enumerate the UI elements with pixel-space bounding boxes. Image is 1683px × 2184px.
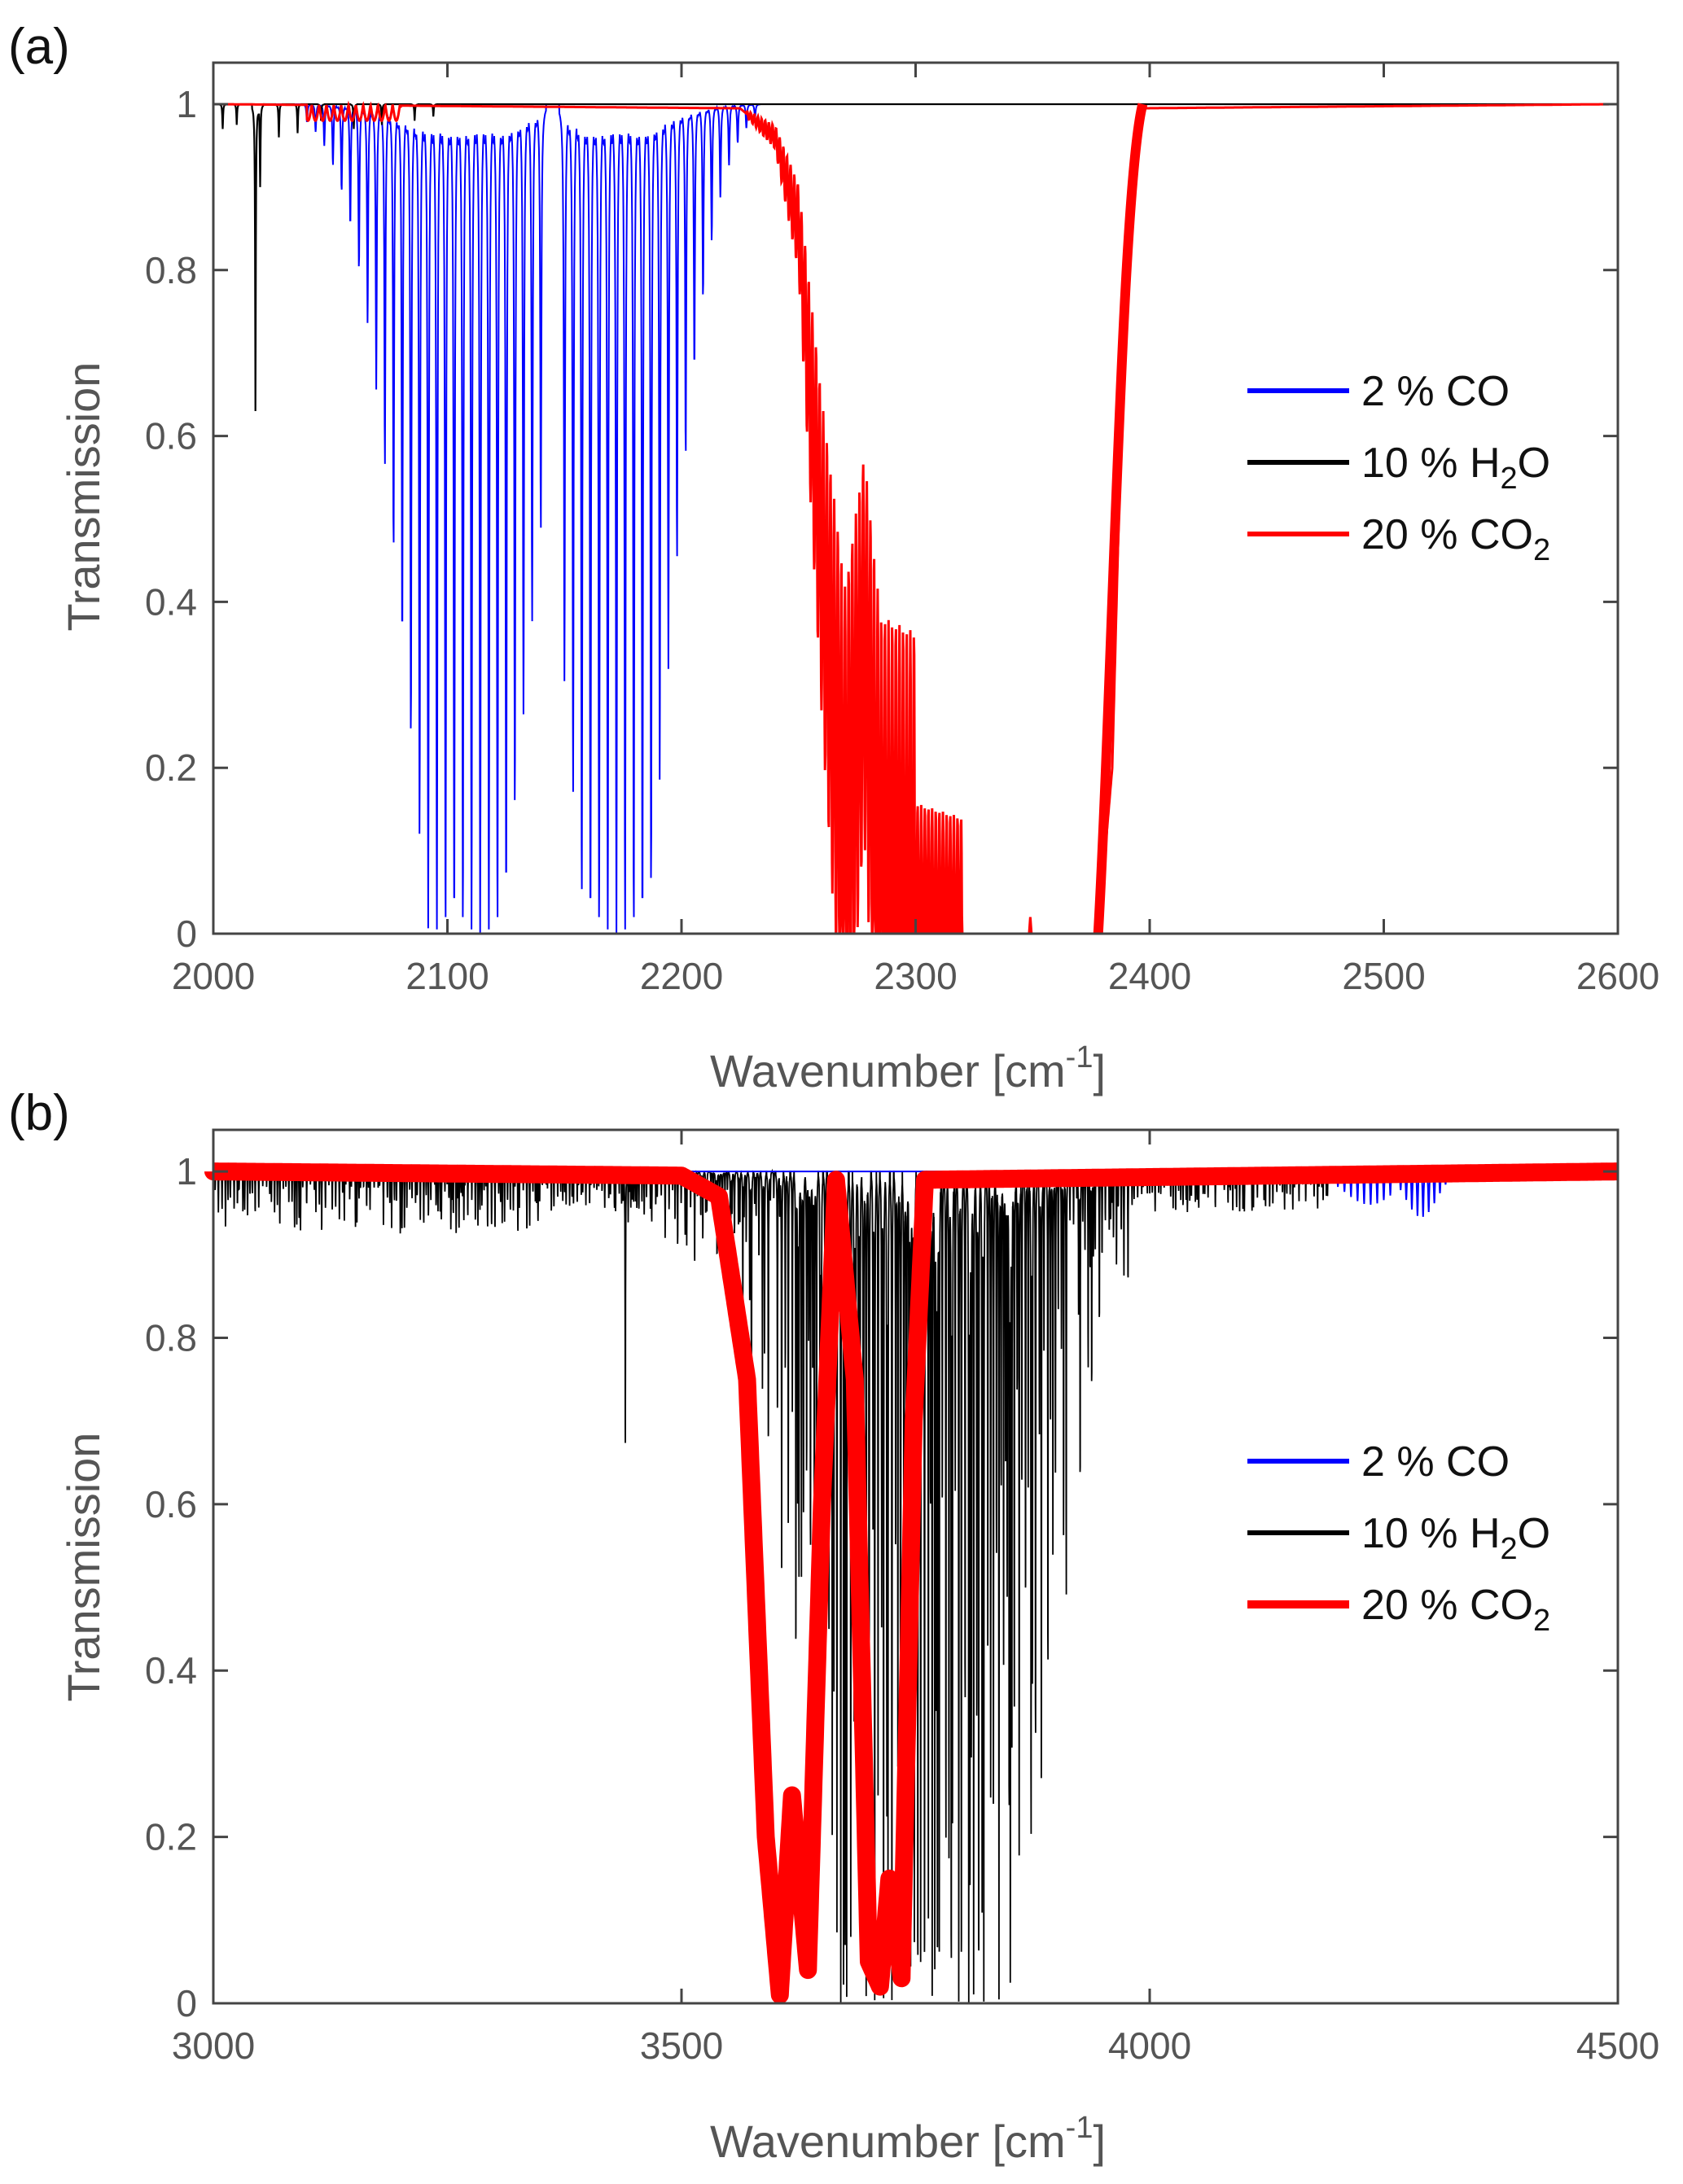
x-tick-label: 4500: [1576, 2024, 1659, 2067]
series-co2-spike: [1028, 917, 1033, 934]
panel-b-chart: (b) 3000 3500 4000 4500 0 0.2 0.4 0.6 0.8 1 Wave…: [8, 1085, 1659, 2167]
legend-b-h2o-label: 10 % H2O: [1361, 1510, 1550, 1566]
y-tick-label: 1: [176, 83, 197, 125]
panel-b-x-tick-labels: 3000 3500 4000 4500: [172, 2024, 1659, 2067]
x-tick-label: 2400: [1108, 955, 1191, 997]
y-tick-label: 0.4: [145, 580, 197, 623]
legend-a-co2-label: 20 % CO2: [1361, 511, 1550, 567]
series-co2-edge: [1093, 103, 1148, 934]
y-tick-label: 0: [176, 913, 197, 955]
panel-a-y-tick-labels: 0 0.2 0.4 0.6 0.8 1: [145, 83, 197, 955]
panel-b-y-tick-labels: 0 0.2 0.4 0.6 0.8 1: [145, 1150, 197, 2024]
y-tick-label: 0.2: [145, 1816, 197, 1858]
series-h2o-line: [213, 103, 1618, 412]
panel-a-y-axis-title: Transmission: [58, 362, 109, 632]
x-tick-label: 2000: [172, 955, 255, 997]
panel-a-chart: (a) 2000 2100 2200 2300 2400 2500 2600 0 0.2 0.4…: [8, 19, 1659, 1096]
y-tick-label: 0.6: [145, 415, 197, 457]
legend-a-co-label: 2 % CO: [1361, 368, 1510, 415]
panel-b-x-axis-title: Wavenumber [cm-1]: [710, 2111, 1106, 2167]
x-tick-label: 2300: [874, 955, 957, 997]
legend-a-h2o-label: 10 % H2O: [1361, 440, 1550, 496]
series-co2-outline: [213, 1170, 1618, 1995]
panel-a-label: (a): [8, 19, 70, 75]
x-tick-label: 3000: [172, 2024, 255, 2067]
y-tick-label: 0.8: [145, 249, 197, 291]
x-tick-label: 2100: [405, 955, 489, 997]
y-tick-label: 0.4: [145, 1649, 197, 1692]
panel-b-data: [204, 1162, 1627, 2004]
x-tick-label: 3500: [640, 2024, 723, 2067]
panel-a-x-axis-title: Wavenumber [cm-1]: [710, 1040, 1106, 1096]
x-tick-label: 2500: [1342, 955, 1425, 997]
x-tick-label: 2600: [1576, 955, 1659, 997]
legend-b-co-label: 2 % CO: [1361, 1438, 1510, 1486]
panel-b-legend: 2 % CO 10 % H2O 20 % CO2: [1247, 1438, 1550, 1638]
panel-b-y-axis-title: Transmission: [58, 1433, 109, 1702]
x-tick-label: 4000: [1108, 2024, 1191, 2067]
panel-a-x-tick-labels: 2000 2100 2200 2300 2400 2500 2600: [172, 955, 1659, 997]
panel-a-legend: 2 % CO 10 % H2O 20 % CO2: [1247, 368, 1550, 567]
x-tick-label: 2200: [640, 955, 723, 997]
y-tick-label: 1: [176, 1150, 197, 1193]
panel-b-label: (b): [8, 1085, 70, 1141]
legend-b-co2-label: 20 % CO2: [1361, 1582, 1550, 1638]
y-tick-label: 0.6: [145, 1483, 197, 1525]
y-tick-label: 0: [176, 1982, 197, 2024]
panel-a-axes-box: [212, 61, 1619, 935]
panel-b-axes-box: [212, 1128, 1619, 2005]
y-tick-label: 0.2: [145, 746, 197, 789]
y-tick-label: 0.8: [145, 1316, 197, 1359]
